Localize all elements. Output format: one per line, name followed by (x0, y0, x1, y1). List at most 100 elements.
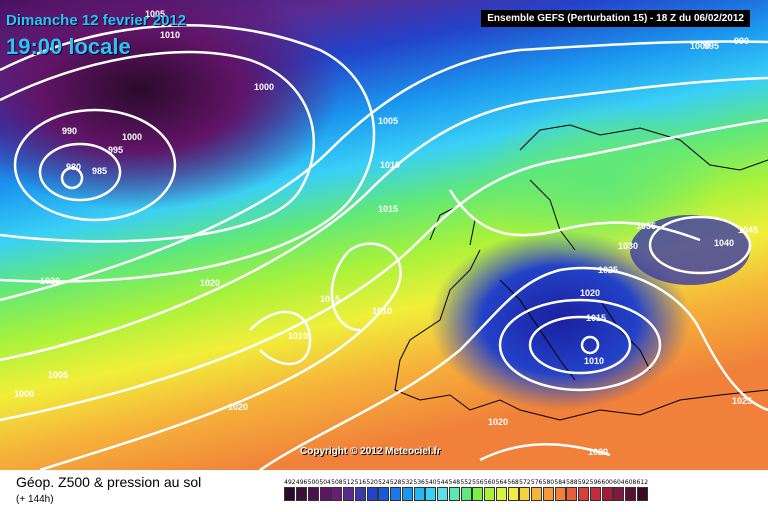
scale-label: 500 (307, 479, 320, 486)
scale-swatch (319, 487, 331, 501)
scale-label: 608 (624, 479, 637, 486)
isobar-label: 1000 (14, 389, 34, 399)
scale-step: 556 (472, 478, 484, 501)
scale-label: 492 (284, 479, 296, 486)
scale-step: 548 (449, 478, 461, 501)
scale-swatch (636, 487, 648, 501)
isobar-label: 1040 (714, 238, 734, 248)
scale-step: 500 (308, 478, 320, 501)
scale-label: 600 (601, 479, 613, 486)
scale-swatch (378, 487, 390, 501)
scale-swatch (437, 487, 449, 501)
scale-swatch (484, 487, 496, 501)
isobar-label: 1000 (122, 132, 142, 142)
weather-map: 1005 1010 1000 990 995 980 985 1000 1005… (0, 0, 768, 470)
scale-step: 492 (284, 478, 296, 501)
isobar-label: 1010 (372, 306, 392, 316)
model-run-info: Ensemble GEFS (Perturbation 15) - 18 Z d… (481, 10, 750, 27)
scale-swatch (460, 487, 472, 501)
isobars (0, 24, 768, 470)
isobar-label: 1005 (145, 9, 165, 19)
scale-swatch (495, 487, 507, 501)
scale-label: 520 (366, 479, 378, 486)
isobar-label: 1015 (586, 313, 606, 323)
isobar-label: 1000 (254, 82, 274, 92)
scale-label: 532 (401, 479, 414, 486)
scale-step: 520 (366, 478, 378, 501)
scale-step: 588 (566, 478, 578, 501)
scale-label: 548 (448, 479, 461, 486)
scale-swatch (589, 487, 601, 501)
scale-step: 564 (496, 478, 508, 501)
scale-label: 524 (378, 479, 390, 486)
scale-label: 584 (554, 479, 566, 486)
isobar-label: 995 (704, 41, 719, 51)
scale-label: 496 (295, 479, 308, 486)
scale-label: 560 (483, 479, 496, 486)
scale-label: 588 (566, 479, 578, 486)
scale-swatch (542, 487, 554, 501)
scale-swatch (296, 487, 308, 501)
scale-swatch (390, 487, 402, 501)
scale-label: 580 (542, 479, 555, 486)
scale-step: 516 (355, 478, 367, 501)
isobar-label: 980 (66, 162, 81, 172)
scale-label: 568 (507, 479, 519, 486)
scale-step: 576 (531, 478, 543, 501)
isobar-label: 1025 (598, 265, 618, 275)
isobar-label: 995 (108, 145, 123, 155)
copyright-notice: Copyright © 2012 Meteociel.fr (300, 446, 441, 457)
scale-swatch (507, 487, 519, 501)
scale-swatch (401, 487, 413, 501)
scale-swatch (354, 487, 366, 501)
scale-step: 508 (331, 478, 343, 501)
scale-label: 612 (636, 479, 649, 486)
scale-swatch (331, 487, 343, 501)
scale-swatch (307, 487, 319, 501)
scale-swatch (566, 487, 578, 501)
isobar-label: 1020 (40, 276, 60, 286)
scale-step: 584 (554, 478, 566, 501)
isobar-label: 1000 (690, 41, 710, 51)
scale-step: 512 (343, 478, 355, 501)
scale-swatch (578, 487, 590, 501)
scale-swatch (413, 487, 425, 501)
scale-swatch (519, 487, 531, 501)
scale-step: 612 (637, 478, 649, 501)
scale-swatch (425, 487, 437, 501)
isobar-label: 1010 (584, 356, 604, 366)
map-caption: Géop. Z500 & pression au sol (16, 474, 202, 490)
scale-label: 556 (472, 479, 484, 486)
scale-label: 512 (342, 479, 355, 486)
lead-time: (+ 144h) (16, 494, 54, 505)
scale-step: 560 (484, 478, 496, 501)
scale-step: 532 (402, 478, 414, 501)
isobar-label: 985 (92, 166, 107, 176)
scale-step: 528 (390, 478, 402, 501)
scale-step: 608 (625, 478, 637, 501)
isobar-label: 1020 (228, 402, 248, 412)
isobar-label: 1010 (380, 160, 400, 170)
scale-swatch (601, 487, 613, 501)
scale-step: 568 (507, 478, 519, 501)
scale-step: 540 (425, 478, 437, 501)
isobar-label: 1045 (738, 225, 758, 235)
scale-step: 536 (413, 478, 425, 501)
isobar-label: 1020 (588, 447, 608, 457)
scale-step: 600 (601, 478, 613, 501)
scale-label: 576 (530, 479, 543, 486)
scale-swatch (448, 487, 460, 501)
isobar-label: 1020 (200, 278, 220, 288)
isobar-label: 990 (62, 126, 77, 136)
forecast-time: 19:00 locale (6, 34, 131, 59)
isobar-label: 1005 (378, 116, 398, 126)
scale-swatch (343, 487, 355, 501)
low-pressure-area (0, 0, 340, 210)
scale-label: 596 (589, 479, 602, 486)
scale-step: 552 (460, 478, 472, 501)
scale-label: 508 (331, 479, 343, 486)
scale-swatch (554, 487, 566, 501)
isobar-label: 1015 (378, 204, 398, 214)
isobar-label: 1010 (288, 331, 308, 341)
scale-label: 504 (319, 479, 331, 486)
